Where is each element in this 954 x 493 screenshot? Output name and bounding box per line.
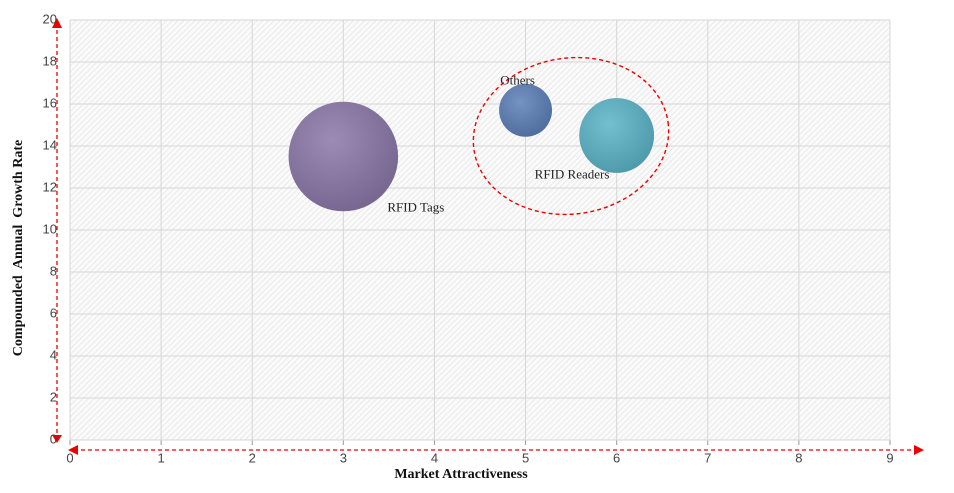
- x-tick-label: 1: [157, 450, 164, 465]
- highlight-ellipse: [472, 56, 670, 216]
- x-tick-label: 5: [522, 450, 529, 465]
- y-tick-label: 20: [43, 11, 57, 26]
- bubble-shade: [579, 98, 655, 173]
- x-axis-title: Market Attractiveness: [394, 467, 528, 482]
- x-tick-label: 3: [340, 450, 347, 465]
- bubble-label: RFID Tags: [387, 199, 444, 214]
- bubble-shade: [288, 101, 399, 212]
- y-axis-title: Compounded Annual Growth Rate: [11, 140, 26, 356]
- x-tick-label: 2: [249, 450, 256, 465]
- y-tick-label: 18: [43, 53, 57, 68]
- x-tick-label: 4: [431, 450, 438, 465]
- x-tick-label: 8: [795, 450, 802, 465]
- y-tick-label: 8: [50, 263, 57, 278]
- y-tick-label: 14: [43, 137, 57, 152]
- y-tick-label: 16: [43, 95, 57, 110]
- x-arrow-tail: [68, 445, 78, 455]
- x-tick-label: 0: [66, 450, 73, 465]
- x-tick-label: 7: [704, 450, 711, 465]
- y-tick-label: 12: [43, 179, 57, 194]
- x-arrow-head: [914, 445, 924, 455]
- y-arrow-tail: [52, 435, 62, 443]
- y-tick-label: 10: [43, 221, 57, 236]
- x-tick-label: 6: [613, 450, 620, 465]
- y-tick-label: 2: [50, 389, 57, 404]
- bubble-label: Others: [500, 72, 535, 87]
- y-tick-label: 6: [50, 305, 57, 320]
- y-arrow-head: [52, 18, 62, 28]
- bubble-label: RFID Readers: [535, 166, 610, 181]
- y-tick-label: 4: [50, 347, 57, 362]
- bubble-shade: [499, 83, 553, 137]
- y-tick-label: 0: [50, 431, 57, 446]
- x-tick-label: 9: [886, 450, 893, 465]
